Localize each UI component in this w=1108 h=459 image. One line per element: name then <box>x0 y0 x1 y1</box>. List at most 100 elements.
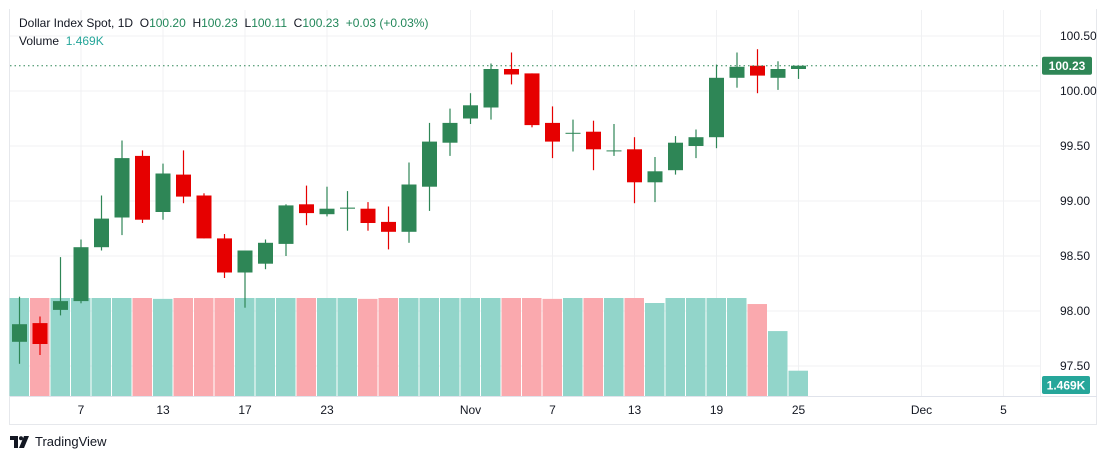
candle-body <box>12 324 27 342</box>
candle-body <box>73 247 89 302</box>
candle[interactable] <box>360 202 376 231</box>
candle-body <box>791 65 806 69</box>
price-tick-label: 98.50 <box>1060 249 1090 263</box>
volume-bar <box>132 298 152 396</box>
candle[interactable] <box>729 52 745 88</box>
candle-body <box>299 204 314 214</box>
candle[interactable] <box>565 119 581 152</box>
candle-body <box>176 174 191 197</box>
volume-bar <box>378 298 398 396</box>
candle[interactable] <box>791 65 806 79</box>
candle[interactable] <box>53 257 68 316</box>
candle-body <box>647 171 663 183</box>
candle[interactable] <box>258 239 273 270</box>
candle[interactable] <box>647 157 663 203</box>
candle[interactable] <box>504 52 519 85</box>
open-value: 100.20 <box>149 16 186 30</box>
volume-bar <box>686 298 706 396</box>
time-tick-label: Dec <box>911 403 932 417</box>
last-volume-label: 1.469K <box>1047 379 1086 393</box>
candle[interactable] <box>422 122 437 211</box>
volume-bar <box>665 298 685 396</box>
tradingview-logo-icon <box>10 435 29 448</box>
candle[interactable] <box>32 316 48 356</box>
candle[interactable] <box>12 296 27 364</box>
volume-label[interactable]: Volume <box>19 34 60 48</box>
candle[interactable] <box>524 73 540 128</box>
candle[interactable] <box>483 63 499 120</box>
symbol-title[interactable]: Dollar Index Spot, 1D <box>19 16 134 30</box>
candle[interactable] <box>73 239 89 304</box>
volume-bar <box>788 370 808 396</box>
candle[interactable] <box>319 186 335 217</box>
price-tick-label: 99.00 <box>1060 194 1090 208</box>
candle-body <box>565 132 581 134</box>
close-value: 100.23 <box>302 16 340 30</box>
candle[interactable] <box>463 93 478 124</box>
candle-body <box>258 242 273 264</box>
price-tick-label: 100.50 <box>1060 29 1097 43</box>
candle[interactable] <box>299 185 314 226</box>
candle-body <box>627 149 642 183</box>
candle[interactable] <box>278 204 294 256</box>
candle[interactable] <box>94 195 109 251</box>
candle[interactable] <box>770 61 786 90</box>
candle-body <box>32 323 48 344</box>
candle[interactable] <box>709 64 724 149</box>
candle[interactable] <box>627 137 642 204</box>
candle-body <box>524 73 540 126</box>
candle[interactable] <box>217 234 232 278</box>
candle[interactable] <box>381 206 396 250</box>
candle[interactable] <box>135 150 150 223</box>
time-tick-label: 5 <box>1000 403 1007 417</box>
candle-body <box>709 77 724 138</box>
candle[interactable] <box>155 163 171 220</box>
candle[interactable] <box>340 191 355 231</box>
volume-bar <box>542 298 562 396</box>
volume-bar <box>173 298 193 396</box>
candle-body <box>155 173 171 212</box>
volume-bar <box>501 298 521 396</box>
volume-bar <box>337 298 357 396</box>
time-tick-label: 19 <box>710 403 724 417</box>
price-tick-label: 97.50 <box>1060 359 1090 373</box>
candle[interactable] <box>176 150 191 204</box>
time-tick-label: 17 <box>238 403 252 417</box>
candle[interactable] <box>606 124 622 156</box>
candle[interactable] <box>668 136 683 175</box>
candle[interactable] <box>586 120 601 171</box>
candle[interactable] <box>442 108 458 156</box>
volume-bar <box>194 298 214 396</box>
time-tick-label: 25 <box>792 403 806 417</box>
candle-body <box>319 208 335 215</box>
candle[interactable] <box>401 162 417 243</box>
volume-bar <box>583 298 603 396</box>
candle[interactable] <box>237 250 253 308</box>
tradingview-logo[interactable]: TradingView <box>10 434 107 449</box>
volume-bar <box>768 331 788 396</box>
volume-bar <box>71 298 91 396</box>
volume-bar <box>460 298 480 396</box>
candles <box>12 49 806 364</box>
time-tick-label: 7 <box>78 403 85 417</box>
candle-body <box>196 195 212 239</box>
candle-body <box>114 158 130 218</box>
candle[interactable] <box>196 193 212 239</box>
candle-body <box>483 69 499 108</box>
volume-bar <box>481 298 501 396</box>
candle[interactable] <box>114 140 130 236</box>
close-label: C <box>293 16 303 30</box>
volume-bar <box>563 298 583 396</box>
candle-body <box>135 155 150 220</box>
last-price-badge: 100.23 <box>1042 56 1092 75</box>
volume-badge: 1.469K <box>1042 376 1090 394</box>
volume-bar <box>358 298 378 396</box>
candle[interactable] <box>545 106 560 159</box>
candle[interactable] <box>750 49 765 94</box>
candle-body <box>340 207 355 209</box>
time-tick-label: Nov <box>460 403 481 417</box>
candle[interactable] <box>688 129 704 159</box>
volume-bar <box>522 298 542 396</box>
volume-badge-bg <box>1042 376 1090 394</box>
